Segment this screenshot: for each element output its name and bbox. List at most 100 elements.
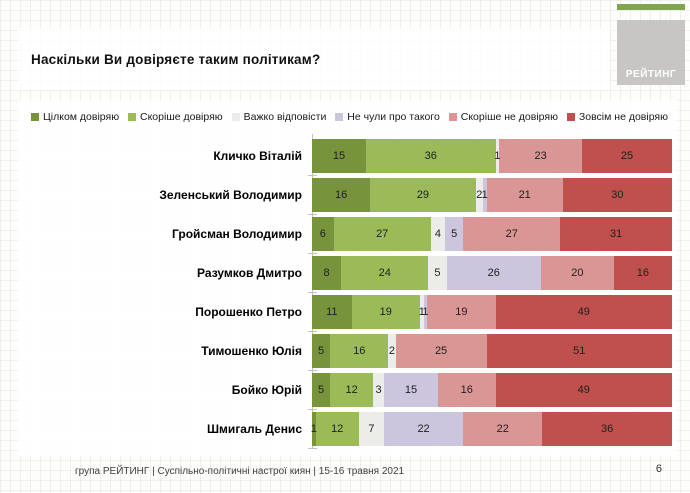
politician-name: Порошенко Петро [195, 304, 302, 319]
bar-segment: 22 [383, 411, 464, 446]
segment-value: 1 [310, 422, 317, 435]
segment-value: 5 [434, 266, 441, 279]
bar-segment: 24 [341, 255, 429, 290]
segment-value: 22 [496, 422, 509, 435]
trust-chart: Цілком довіряю Скоріше довіряю Важко відпо… [18, 100, 678, 456]
legend-label: Скоріше не довіряю [460, 111, 558, 123]
bar-segment: 31 [560, 216, 672, 251]
segment-value: 6 [319, 227, 326, 240]
segment-value: 36 [424, 149, 437, 162]
politician-name: Разумков Дмитро [197, 265, 302, 280]
segment-value: 36 [601, 422, 614, 435]
bar-segment: 16 [330, 333, 389, 368]
chart-row: Бойко Юрій 5 12 3 15 16 49 [18, 370, 678, 410]
segment-value: 5 [317, 383, 325, 396]
segment-value: 24 [378, 266, 391, 279]
legend-label: Зовсім не довіряю [578, 111, 668, 123]
bar-segment: 1 [494, 138, 501, 173]
segment-value: 21 [518, 188, 531, 201]
segment-value: 15 [404, 383, 418, 396]
legend-swatch [448, 113, 457, 121]
chart-row: Шмигаль Денис 1 12 7 22 22 36 [18, 409, 678, 449]
bar-segment: 16 [437, 372, 496, 407]
legend-item: Скоріше не довіряю [448, 111, 558, 123]
chart-row: Зеленський Володимир 16 29 2 1 21 30 [18, 175, 678, 215]
bar-segment: 2 [475, 177, 483, 212]
segment-value: 49 [577, 305, 590, 318]
stacked-bar: 1 12 7 22 22 36 [310, 411, 672, 446]
legend-label: Скоріше довіряю [140, 111, 223, 123]
legend-item: Важко відповісти [231, 111, 327, 123]
footer-caption: група РЕЙТИНГ | Суспільно-політичні наст… [75, 466, 405, 477]
bar-segment: 19 [351, 294, 420, 329]
segment-value: 23 [534, 149, 547, 162]
bar-segment: 5 [428, 255, 447, 290]
politician-name: Бойко Юрій [231, 382, 302, 397]
legend-label: Важко відповісти [243, 111, 327, 123]
segment-value: 27 [376, 227, 389, 240]
segment-value: 1 [494, 149, 501, 162]
chart-row: Разумков Дмитро 8 24 5 26 20 16 [18, 253, 678, 293]
segment-value: 19 [455, 305, 468, 318]
segment-value: 27 [505, 227, 518, 240]
segment-value: 16 [334, 188, 348, 201]
chart-row: Тимошенко Юлія 5 16 2 25 51 [18, 331, 678, 371]
segment-value: 4 [434, 227, 442, 240]
segment-value: 8 [323, 266, 330, 279]
segment-value: 22 [417, 422, 430, 435]
segment-value: 2 [476, 188, 483, 201]
bar-segment: 6 [312, 216, 334, 251]
bar-segment: 12 [315, 411, 359, 446]
bar-segment: 1 [419, 294, 425, 329]
bar-segment: 1 [310, 411, 317, 446]
bar-segment: 19 [427, 294, 496, 329]
segment-value: 19 [379, 305, 392, 318]
segment-value: 7 [368, 422, 375, 435]
legend-item: Скоріше довіряю [128, 111, 223, 123]
bar-segment: 36 [542, 411, 672, 446]
bar-segment: 3 [373, 372, 384, 407]
page-number: 6 [655, 463, 662, 475]
segment-value: 25 [434, 344, 448, 357]
segment-value: 5 [451, 227, 458, 240]
chart-row: Порошенко Петро 11 19 1 1 19 49 [18, 292, 678, 332]
bar-segment: 1 [481, 177, 488, 212]
bar-segment: 29 [370, 177, 476, 212]
legend-swatch [128, 113, 137, 121]
bar-segment: 11 [312, 294, 352, 329]
bar-segment: 5 [445, 216, 464, 251]
bar-segment: 26 [446, 255, 542, 290]
segment-value: 12 [331, 422, 344, 435]
stacked-bar: 11 19 1 1 19 49 [312, 294, 672, 329]
stacked-bar: 15 36 1 23 25 [312, 138, 672, 173]
segment-value: 12 [345, 383, 358, 396]
bar-segment: 5 [312, 333, 331, 368]
segment-value: 51 [573, 344, 586, 357]
politician-name: Гройсман Володимир [172, 226, 302, 241]
segment-value: 16 [636, 266, 649, 279]
segment-value: 1 [422, 305, 429, 318]
rating-logo-label: РЕЙТИНГ [625, 69, 677, 80]
chart-rows: Кличко Віталій 15 36 1 23 25 Зеленський Володи… [18, 134, 678, 449]
axis-line [312, 134, 313, 448]
stacked-bar: 8 24 5 26 20 16 [312, 255, 672, 290]
bar-segment: 12 [330, 372, 374, 407]
chart-row: Кличко Віталій 15 36 1 23 25 [18, 136, 678, 176]
segment-value: 11 [326, 305, 338, 318]
segment-value: 1 [481, 188, 488, 201]
bar-segment: 2 [388, 333, 396, 368]
segment-value: 49 [577, 383, 590, 396]
bar-segment: 16 [312, 177, 371, 212]
segment-value: 26 [487, 266, 500, 279]
accent-bar [617, 4, 685, 10]
legend-item: Зовсім не довіряю [566, 111, 668, 123]
bar-segment: 36 [366, 138, 496, 173]
bar-segment: 4 [430, 216, 446, 251]
bar-segment: 27 [463, 216, 561, 251]
chart-row: Гройсман Володимир 6 27 4 5 27 31 [18, 214, 678, 254]
bar-segment: 15 [312, 138, 366, 173]
stacked-bar: 5 12 3 15 16 49 [312, 372, 672, 407]
politician-name: Тимошенко Юлія [201, 343, 302, 358]
title-panel: Наскільки Ви довіряєте таким політикам? [18, 28, 610, 90]
